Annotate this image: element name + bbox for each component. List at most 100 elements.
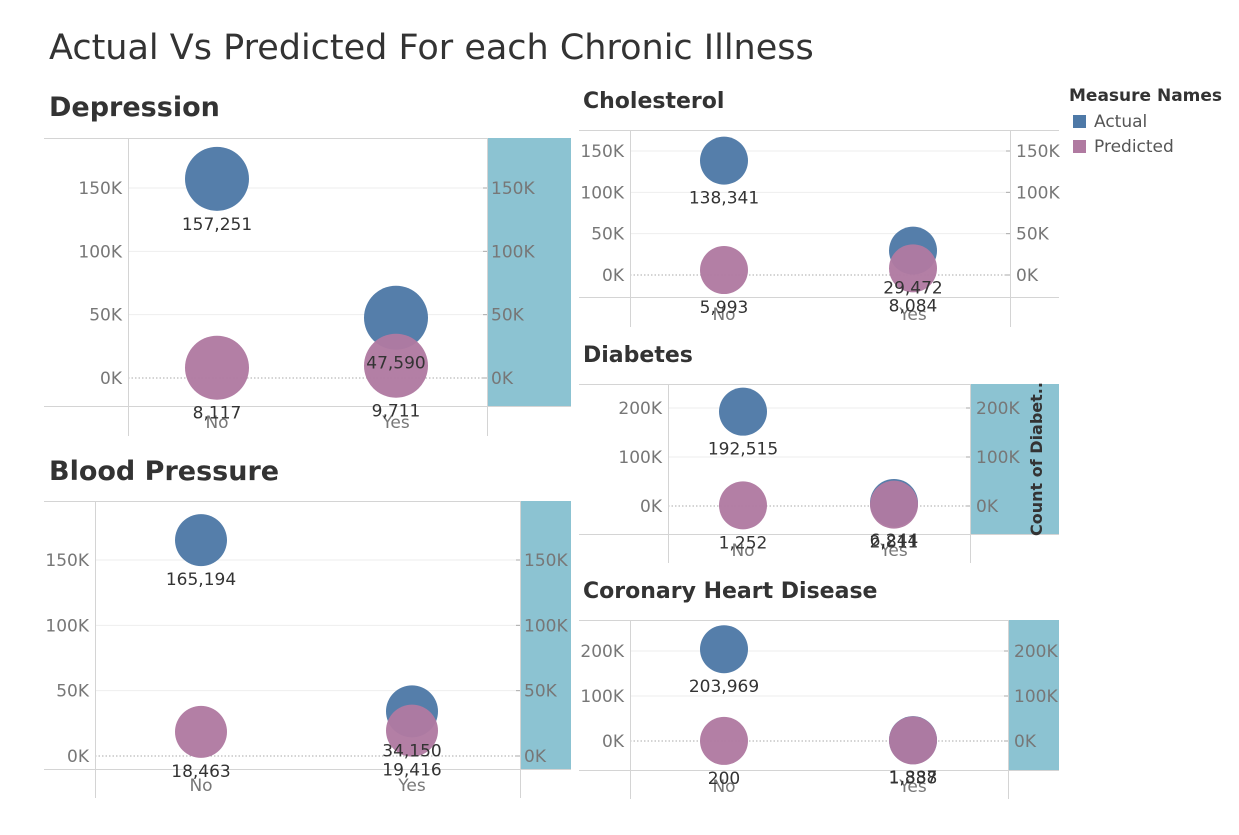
depression-actual-label-no: 157,251 [182, 215, 252, 235]
blood-pressure-actual-point-no[interactable] [175, 514, 227, 567]
blood-pressure-predicted-point-yes[interactable] [386, 704, 438, 757]
diabetes-chart: 0K 0K 100K 100K 200K 200K Count of Diabet.. No Y… [579, 382, 1059, 563]
legend-item-actual[interactable]: Actual [1069, 109, 1222, 134]
legend-label-predicted: Predicted [1094, 136, 1174, 157]
blood-pressure-ytick-label: 150K [45, 551, 89, 571]
blood-pressure-right-ytick-label: 0K [524, 747, 547, 767]
blood-pressure-right-ytick-label: 150K [524, 551, 568, 571]
diabetes-predicted-point-no[interactable] [719, 481, 767, 530]
cholesterol-chart: 0K 0K 50K 50K 100K 100K 150K 150K No Yes 138,341 29… [579, 130, 1060, 327]
coronary-heart-disease-right-ytick-label: 200K [1014, 642, 1058, 662]
depression-chart: 0K 0K 50K 50K 100K 100K 150K 150K No Yes 157,251 47… [44, 138, 571, 436]
diabetes-category-no: No [731, 541, 754, 561]
cholesterol-predicted-point-yes[interactable] [889, 244, 937, 293]
depression-actual-point-yes[interactable] [364, 285, 428, 350]
depression-title: Depression [49, 92, 220, 123]
dashboard-title: Actual Vs Predicted For each Chronic Ill… [49, 28, 814, 68]
blood-pressure-category-yes: Yes [397, 776, 426, 796]
coronary-heart-disease-ytick-label: 100K [580, 687, 624, 707]
legend-title: Measure Names [1069, 86, 1223, 106]
legend-swatch-predicted [1073, 140, 1086, 153]
cholesterol-ytick-label: 50K [591, 225, 625, 245]
depression-category-yes: Yes [381, 413, 410, 433]
coronary-heart-disease-title: Coronary Heart Disease [583, 579, 878, 604]
blood-pressure-predicted-label-no: 18,463 [171, 762, 230, 782]
depression-right-band [487, 138, 571, 406]
diabetes-actual-label-no: 192,515 [708, 440, 778, 460]
cholesterol-title: Cholesterol [583, 89, 725, 114]
depression-predicted-point-no[interactable] [185, 335, 249, 400]
diabetes-right-ytick-label: 100K [976, 448, 1020, 468]
coronary-heart-disease-actual-label-yes: 1,887 [889, 768, 938, 788]
blood-pressure-ytick-label: 100K [45, 616, 89, 636]
diabetes-right-axis-title: Count of Diabet.. [1027, 382, 1046, 536]
blood-pressure-right-band [520, 501, 571, 769]
cholesterol-right-ytick-label: 100K [1016, 183, 1060, 203]
legend[interactable]: Measure Names Actual Predicted [1069, 86, 1222, 159]
diabetes-right-ytick-label: 0K [976, 497, 999, 517]
coronary-heart-disease-ytick-label: 0K [602, 732, 625, 752]
diabetes-predicted-label-yes: 2,811 [870, 533, 919, 553]
coronary-heart-disease-predicted-label-yes: 1,338 [889, 768, 938, 788]
cholesterol-right-ytick-label: 150K [1016, 142, 1060, 162]
depression-right-ytick-label: 50K [491, 306, 525, 326]
diabetes-category-yes: Yes [879, 541, 908, 561]
cholesterol-category-no: No [712, 305, 735, 325]
depression-predicted-label-no: 8,117 [193, 404, 242, 424]
blood-pressure-ytick-label: 50K [56, 682, 90, 702]
cholesterol-actual-point-no[interactable] [700, 136, 748, 185]
blood-pressure-predicted-label-yes: 19,416 [382, 761, 441, 781]
coronary-heart-disease-ytick-label: 200K [580, 642, 624, 662]
cholesterol-category-yes: Yes [898, 305, 927, 325]
blood-pressure-predicted-point-no[interactable] [175, 705, 227, 758]
diabetes-right-ytick-label: 200K [976, 399, 1020, 419]
depression-ytick-label: 150K [78, 179, 122, 199]
cholesterol-predicted-point-no[interactable] [700, 246, 748, 295]
coronary-heart-disease-actual-label-no: 203,969 [689, 677, 759, 697]
blood-pressure-chart: 0K 0K 50K 50K 100K 100K 150K 150K No Yes 165,194 34… [44, 501, 571, 798]
coronary-heart-disease-right-ytick-label: 0K [1014, 732, 1037, 752]
diabetes-actual-label-yes: 6,244 [870, 531, 919, 551]
depression-actual-point-no[interactable] [185, 146, 249, 211]
diabetes-predicted-point-yes[interactable] [870, 480, 918, 529]
depression-predicted-label-yes: 9,711 [372, 402, 421, 422]
depression-ytick-label: 50K [89, 306, 123, 326]
blood-pressure-right-ytick-label: 100K [524, 616, 568, 636]
diabetes-right-band [970, 384, 1059, 534]
blood-pressure-actual-label-yes: 34,150 [382, 741, 441, 761]
diabetes-actual-point-no[interactable] [719, 387, 767, 436]
legend-swatch-actual [1073, 115, 1086, 128]
coronary-heart-disease-predicted-label-no: 200 [708, 769, 740, 789]
coronary-heart-disease-predicted-point-no[interactable] [700, 716, 748, 765]
depression-right-ytick-label: 150K [491, 179, 535, 199]
diabetes-ytick-label: 0K [640, 497, 663, 517]
depression-right-ytick-label: 100K [491, 242, 535, 262]
coronary-heart-disease-chart: 0K 0K 100K 100K 200K 200K No Yes 203,969 1,887 200… [579, 620, 1059, 799]
depression-ytick-label: 100K [78, 242, 122, 262]
depression-category-no: No [205, 413, 228, 433]
blood-pressure-right-ytick-label: 50K [524, 682, 558, 702]
depression-right-ytick-label: 0K [491, 369, 514, 389]
cholesterol-ytick-label: 0K [602, 266, 625, 286]
cholesterol-predicted-label-yes: 8,084 [889, 296, 938, 316]
diabetes-ytick-label: 200K [618, 399, 662, 419]
cholesterol-actual-label-yes: 29,472 [883, 279, 942, 299]
legend-item-predicted[interactable]: Predicted [1069, 134, 1222, 159]
depression-predicted-point-yes[interactable] [364, 333, 428, 398]
depression-ytick-label: 0K [100, 369, 123, 389]
cholesterol-ytick-label: 100K [580, 183, 624, 203]
coronary-heart-disease-right-band [1008, 620, 1059, 770]
diabetes-ytick-label: 100K [618, 448, 662, 468]
coronary-heart-disease-right-ytick-label: 100K [1014, 687, 1058, 707]
depression-actual-label-yes: 47,590 [366, 354, 425, 374]
blood-pressure-actual-label-no: 165,194 [166, 570, 236, 590]
cholesterol-right-ytick-label: 0K [1016, 266, 1039, 286]
coronary-heart-disease-predicted-point-yes[interactable] [889, 716, 937, 765]
cholesterol-actual-label-no: 138,341 [689, 189, 759, 209]
coronary-heart-disease-actual-point-no[interactable] [700, 625, 748, 674]
legend-label-actual: Actual [1094, 111, 1148, 132]
cholesterol-right-ytick-label: 50K [1016, 225, 1050, 245]
blood-pressure-category-no: No [189, 776, 212, 796]
cholesterol-predicted-label-no: 5,993 [700, 298, 749, 318]
